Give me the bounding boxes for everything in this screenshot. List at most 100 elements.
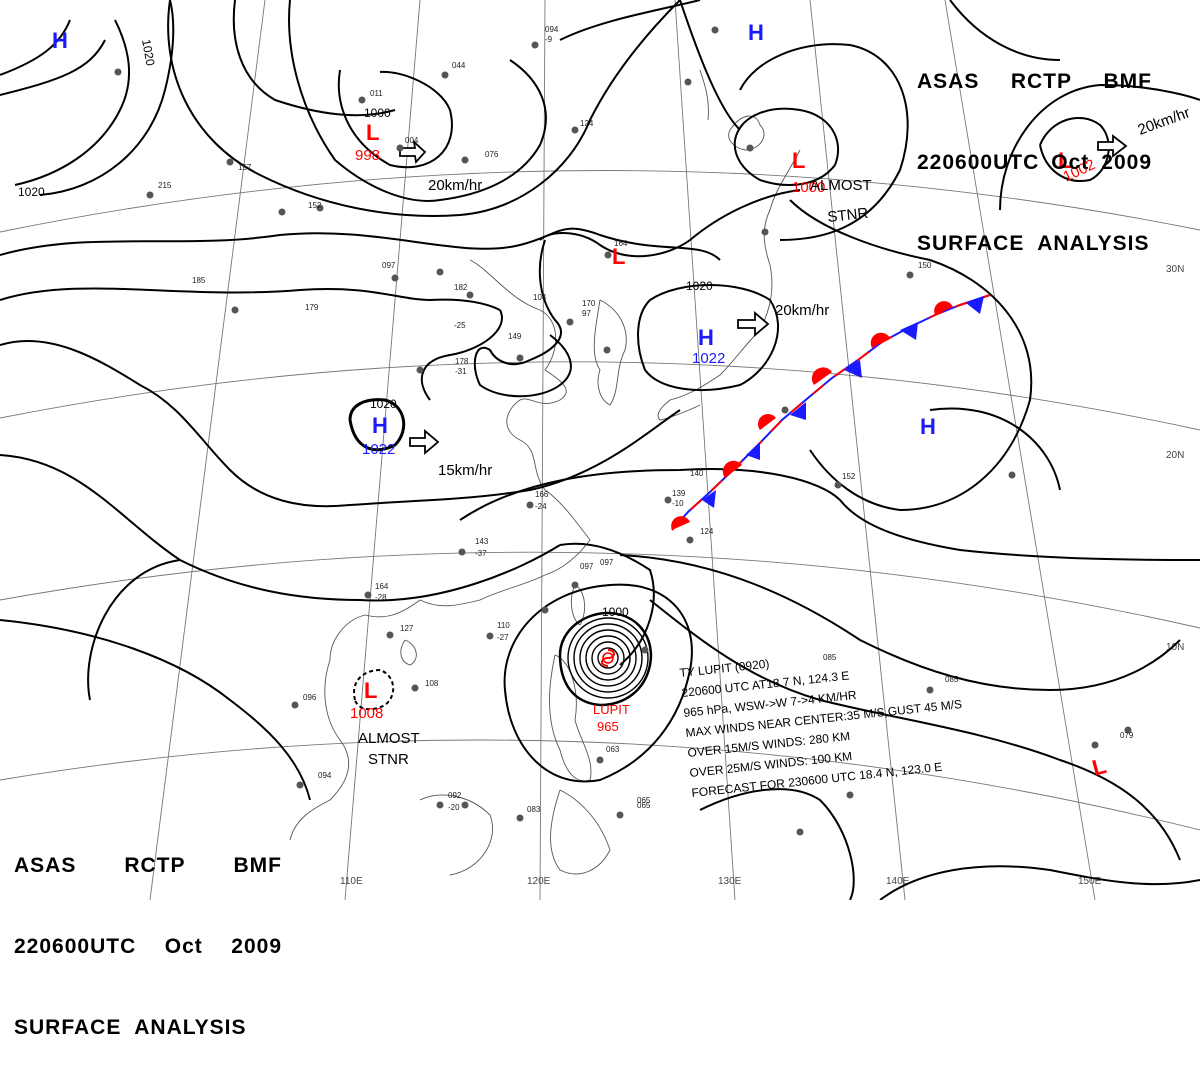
footer-code: BMF (233, 854, 282, 877)
footer-month: Oct (164, 935, 203, 958)
station-value-9: 170 (582, 299, 596, 308)
footer-title-block: ASAS RCTP BMF 220600UTC Oct 2009 SURFACE… (14, 798, 282, 1068)
low-center-1008: L (364, 678, 377, 703)
station-value-15: 097 (382, 261, 396, 270)
station-value-6: 076 (485, 150, 499, 159)
header-center: RCTP (1010, 70, 1073, 93)
front-warm-bulbs (671, 301, 953, 530)
station-value-36: -20 (448, 803, 460, 812)
isobar-1020-east (0, 287, 501, 311)
footer-center: RCTP (124, 854, 186, 877)
station-value-39: 063 (606, 745, 620, 754)
header-title-line2: 220600UTC Oct 2009 (917, 149, 1152, 176)
note-almost-1000: ALMOST (810, 177, 872, 194)
station-value-5: 004 (405, 136, 419, 145)
station-value-29: 127 (400, 624, 414, 633)
station-value-33: 096 (303, 693, 317, 702)
station-value-23: 166 (535, 490, 549, 499)
isobar-label-1000-typhoon: 1000 (602, 605, 629, 619)
footer-year: 2009 (231, 935, 282, 958)
note-stnr-1008: STNR (368, 751, 409, 768)
note-almost-1008: ALMOST (358, 730, 420, 747)
typhoon-rings (567, 617, 649, 699)
station-value-2: -9 (545, 35, 553, 44)
station-value-27: 164 (375, 582, 389, 591)
high-center-japan: H (698, 325, 714, 350)
coast-sakhalin (699, 69, 709, 121)
arrow-high-japan (737, 311, 770, 337)
station-value-7: 124 (580, 119, 594, 128)
station-value-21: 178 (455, 357, 469, 366)
isobar-labels: 1020 1020 1000 1020 1020 1000 (18, 38, 713, 619)
header-product: SURFACE ANALYSIS (917, 232, 1150, 255)
station-value-1: 094 (545, 25, 559, 34)
station-value-41: 140 (690, 469, 704, 478)
speed-label-low-998: 20km/hr (428, 177, 482, 194)
station-value-4: 011 (370, 89, 383, 98)
station-value-35: 092 (448, 791, 462, 800)
coastlines (289, 69, 801, 876)
typhoon-name: LUPIT (593, 702, 630, 717)
coast-borneo (419, 794, 494, 876)
header-year: 2009 (1101, 151, 1152, 174)
coast-hokkaido (728, 115, 765, 151)
station-value-47: 085 (945, 675, 959, 684)
speed-label-high-china: 15km/hr (438, 462, 492, 479)
station-plots: 094 -9 044 011 004 076 124 164 170 97 18… (114, 25, 1134, 836)
lat-label-10n: 10N (1166, 642, 1184, 653)
low-value-1000: 1000 (792, 179, 825, 196)
lon-label-120e: 120E (527, 876, 551, 887)
coast-indochina (289, 659, 350, 841)
grid-lat-labels: 30N 20N 10N (1166, 264, 1184, 653)
station-value-42: 124 (700, 527, 714, 536)
station-value-13: 152 (308, 201, 322, 210)
arrow-high-china (409, 429, 440, 455)
low-center-1000: L (792, 148, 805, 173)
isobar-label-1020-nw: 1020 (139, 38, 157, 67)
low-center-998: L (366, 120, 379, 145)
lon-label-140e: 140E (886, 876, 910, 887)
coast-korea (593, 299, 627, 406)
lon-label-130e: 130E (718, 876, 742, 887)
header-title-block: ASAS RCTP BMF 220600UTC Oct 2009 SURFACE… (917, 14, 1152, 284)
station-value-28: -28 (375, 593, 387, 602)
station-value-14: 215 (158, 181, 172, 190)
high-value-japan: 1022 (692, 350, 725, 367)
header-time: 220600UTC (917, 151, 1040, 174)
station-value-43: 139 (672, 489, 686, 498)
isobar-label-1000-n: 1000 (364, 106, 391, 120)
lat-label-20n: 20N (1166, 450, 1184, 461)
station-value-51: 065 (637, 796, 651, 805)
isobar-label-1020-w: 1020 (18, 185, 45, 199)
high-value-china: 1022 (362, 441, 395, 458)
station-value-22: -31 (455, 367, 467, 376)
station-value-40: 097 (580, 562, 594, 571)
footer-title-line2: 220600UTC Oct 2009 (14, 933, 282, 960)
low-center-1002: L (1058, 148, 1071, 173)
station-markers (114, 26, 1132, 836)
station-value-30: 110 (497, 621, 510, 630)
lon-label-150e: 150E (1078, 876, 1102, 887)
high-center-china: H (372, 413, 388, 438)
typhoon-info-line-1: TY LUPIT (0920) (679, 657, 770, 680)
footer-agency: ASAS (14, 854, 77, 877)
low-center-china: L (612, 244, 625, 269)
station-value-11: 185 (192, 276, 206, 285)
station-value-31: -27 (497, 633, 509, 642)
station-value-38: 065 (637, 801, 651, 810)
isobar-1000-typhoon (558, 611, 653, 707)
arrow-low-1002 (1097, 134, 1128, 158)
coast-philippines-south (550, 789, 611, 875)
speed-label-high-japan: 20km/hr (775, 302, 829, 319)
station-value-44: -10 (672, 499, 684, 508)
footer-product: SURFACE ANALYSIS (14, 1016, 247, 1039)
station-value-25: 143 (475, 537, 489, 546)
coast-hainan (400, 639, 417, 666)
station-value-26: -37 (475, 549, 487, 558)
station-value-46: 150 (918, 261, 932, 270)
weather-map: 110E 120E 130E 140E 150E 30N 20N 10N (0, 0, 1200, 900)
station-value-3: 044 (452, 61, 466, 70)
station-value-12: 157 (238, 163, 252, 172)
typhoon-info: TY LUPIT (0920) 220600 UTC AT18.7 N, 124… (679, 657, 963, 800)
station-value-18: -25 (454, 321, 466, 330)
